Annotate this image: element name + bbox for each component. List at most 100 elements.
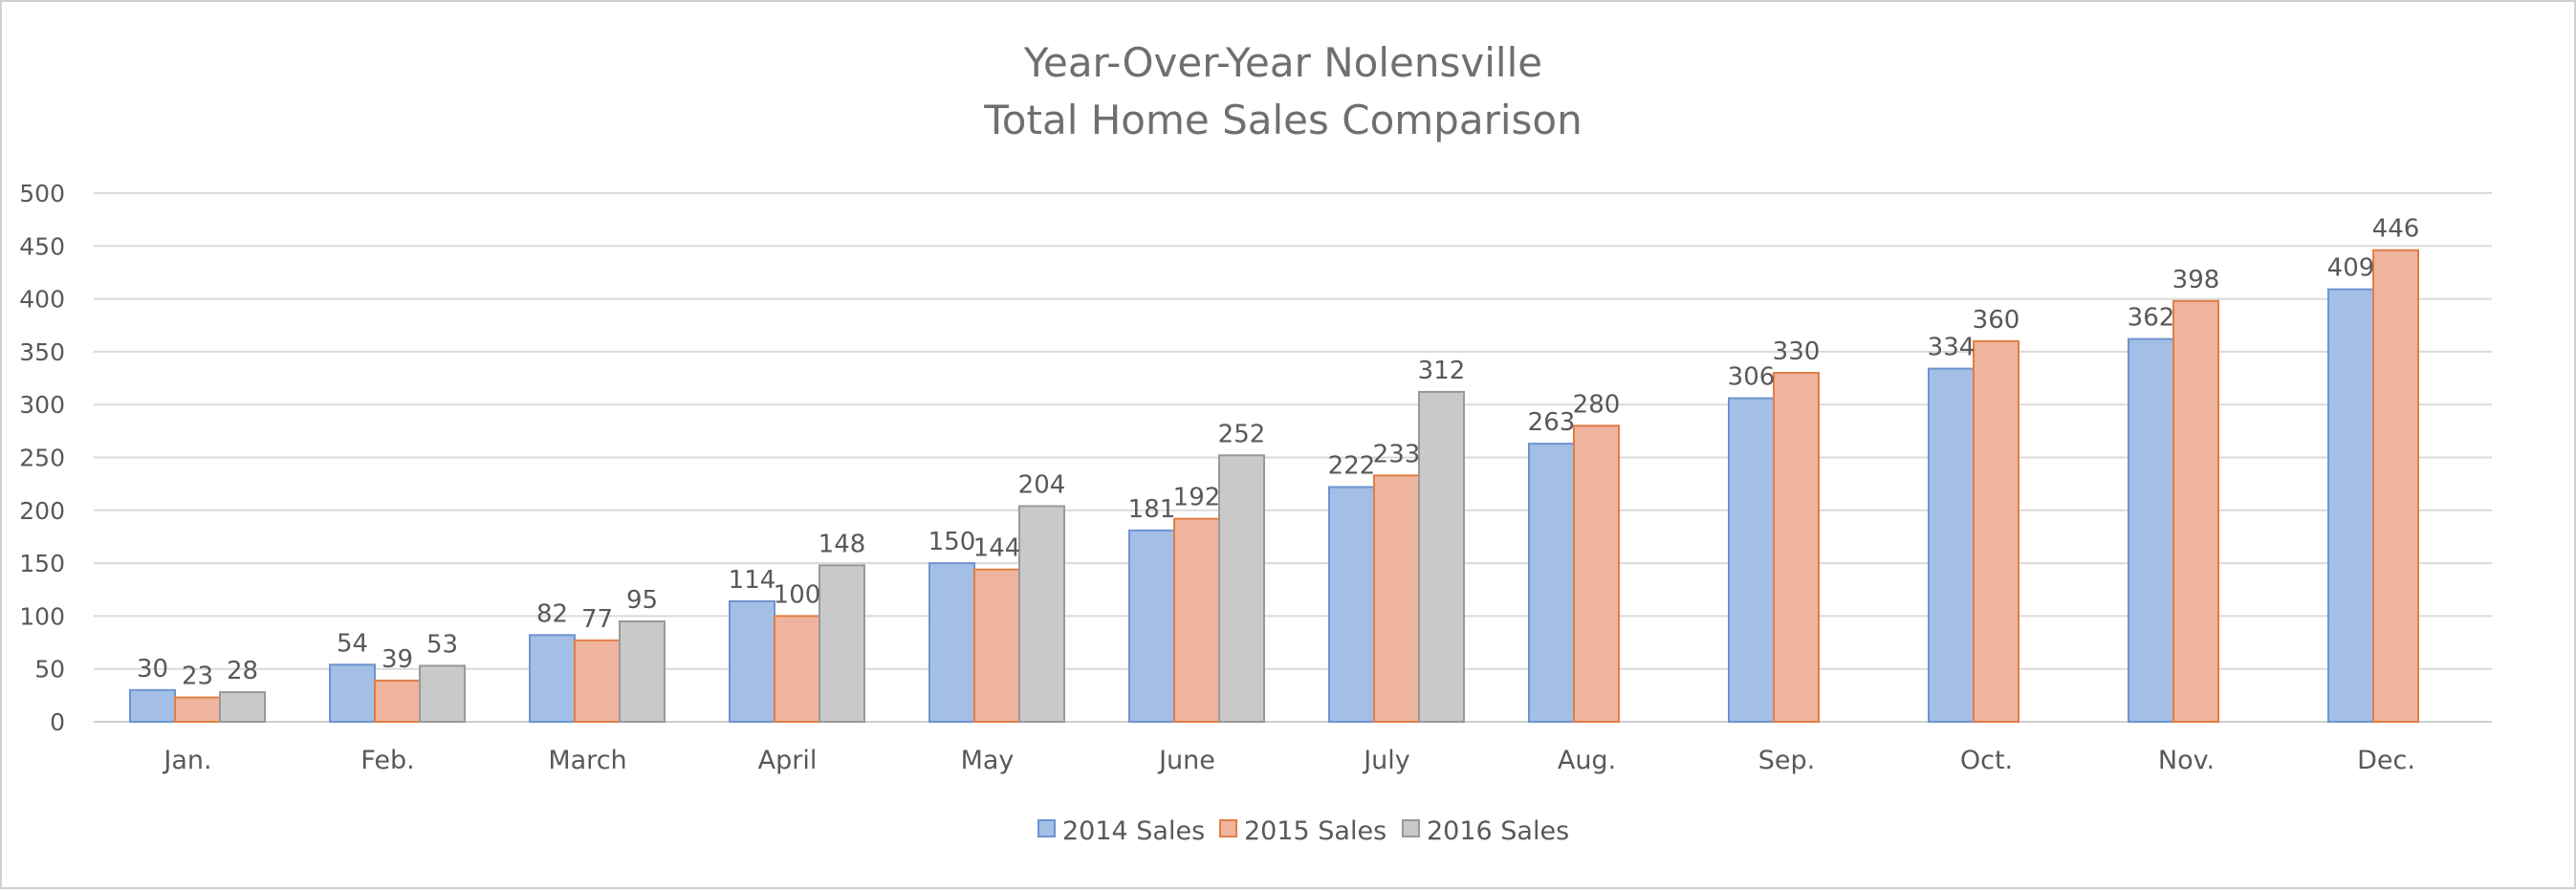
legend-swatch bbox=[1402, 819, 1420, 837]
bar-2014-sales bbox=[329, 663, 376, 723]
chart-title: Year-Over-Year Nolensville bbox=[1023, 39, 1542, 86]
data-label: 204 bbox=[1018, 470, 1066, 499]
bar-2014-sales bbox=[1728, 397, 1775, 723]
data-label: 192 bbox=[1173, 484, 1221, 512]
bar-2014-sales bbox=[1528, 443, 1575, 723]
bar-2016-sales bbox=[819, 564, 865, 724]
y-tick-label: 450 bbox=[19, 232, 65, 260]
bar-2015-sales bbox=[174, 696, 221, 724]
data-label: 263 bbox=[1528, 408, 1576, 437]
bar-2014-sales bbox=[1328, 486, 1375, 723]
x-category-label: Jan. bbox=[162, 746, 211, 775]
data-label: 306 bbox=[1728, 363, 1776, 392]
y-axis-ticks: 0 50 100 150 200 250 300 350 400 450 500 bbox=[19, 180, 65, 736]
data-label: 54 bbox=[337, 629, 368, 658]
bar-2015-sales bbox=[1373, 474, 1420, 723]
data-label: 181 bbox=[1128, 495, 1176, 524]
x-category-label: March bbox=[548, 746, 626, 775]
bar-2015-sales bbox=[774, 615, 820, 724]
x-category-label: Aug. bbox=[1558, 746, 1616, 775]
bar-2014-sales bbox=[729, 599, 775, 724]
data-label: 446 bbox=[2372, 215, 2420, 244]
bar-2014-sales bbox=[2128, 337, 2174, 723]
y-tick-label: 150 bbox=[19, 550, 65, 577]
x-category-label: June bbox=[1157, 746, 1215, 775]
bar-2014-sales bbox=[2327, 288, 2374, 723]
bar-2015-sales bbox=[1173, 517, 1220, 724]
data-label: 23 bbox=[182, 663, 213, 691]
data-label: 398 bbox=[2172, 266, 2220, 294]
data-label: 222 bbox=[1328, 451, 1376, 480]
bar-2016-sales bbox=[1218, 454, 1265, 723]
x-category-label: May bbox=[961, 746, 1015, 775]
data-label: 150 bbox=[928, 528, 976, 556]
data-label: 30 bbox=[137, 655, 168, 684]
y-tick-label: 400 bbox=[19, 286, 65, 314]
bar-2014-sales bbox=[928, 562, 975, 723]
data-label: 148 bbox=[819, 530, 866, 558]
data-label: 100 bbox=[774, 580, 821, 609]
y-tick-label: 500 bbox=[19, 180, 65, 207]
y-tick-label: 250 bbox=[19, 445, 65, 472]
data-label: 362 bbox=[2128, 304, 2175, 333]
x-category-label: Sep. bbox=[1758, 746, 1815, 775]
bar-2016-sales bbox=[419, 664, 466, 724]
data-label: 334 bbox=[1928, 334, 1976, 362]
bar-2016-sales bbox=[1418, 390, 1465, 723]
x-axis-categories: Jan. Feb. March April May June July Aug. Sep. Oct… bbox=[162, 746, 2415, 775]
x-category-label: Oct. bbox=[1960, 746, 2013, 775]
bar-2015-sales bbox=[574, 639, 621, 724]
data-label: 312 bbox=[1418, 357, 1466, 385]
legend-label: 2016 Sales bbox=[1427, 816, 1569, 846]
y-tick-label: 200 bbox=[19, 497, 65, 525]
data-label: 280 bbox=[1573, 390, 1621, 419]
data-label: 252 bbox=[1218, 420, 1266, 448]
y-tick-label: 100 bbox=[19, 602, 65, 630]
data-label: 360 bbox=[1973, 306, 2020, 335]
legend-item: 2014 Sales bbox=[1037, 816, 1205, 846]
bar-2015-sales bbox=[1973, 339, 2019, 723]
bar-2014-sales bbox=[1928, 367, 1975, 723]
bar-2016-sales bbox=[219, 691, 266, 723]
chart-subtitle: Total Home Sales Comparison bbox=[983, 97, 1582, 143]
bar-2014-sales bbox=[529, 634, 576, 723]
y-tick-label: 350 bbox=[19, 338, 65, 366]
data-label: 330 bbox=[1773, 337, 1821, 366]
bars bbox=[129, 249, 2419, 724]
x-category-label: Feb. bbox=[360, 746, 414, 775]
y-tick-label: 300 bbox=[19, 391, 65, 419]
legend-swatch bbox=[1219, 819, 1237, 837]
y-tick-label: 50 bbox=[34, 656, 65, 684]
gridlines bbox=[94, 192, 2492, 723]
bar-2014-sales bbox=[1128, 529, 1175, 724]
data-label: 144 bbox=[973, 534, 1021, 563]
data-label: 409 bbox=[2327, 254, 2375, 283]
legend-swatch bbox=[1037, 819, 1056, 837]
legend-item: 2015 Sales bbox=[1219, 816, 1386, 846]
data-label: 233 bbox=[1373, 440, 1421, 468]
data-label: 114 bbox=[729, 566, 776, 595]
bar-2015-sales bbox=[1773, 372, 1820, 723]
bar-2014-sales bbox=[129, 688, 176, 724]
data-label: 53 bbox=[426, 630, 458, 659]
x-category-label: Nov. bbox=[2158, 746, 2215, 775]
x-category-label: April bbox=[758, 746, 818, 775]
legend-item: 2016 Sales bbox=[1402, 816, 1569, 846]
legend: 2014 Sales 2015 Sales 2016 Sales bbox=[1037, 816, 1569, 846]
y-tick-label: 0 bbox=[50, 708, 65, 736]
data-label: 77 bbox=[581, 605, 613, 634]
data-label: 95 bbox=[626, 586, 658, 615]
data-label: 82 bbox=[536, 599, 568, 628]
legend-label: 2014 Sales bbox=[1062, 816, 1205, 846]
bar-2016-sales bbox=[619, 619, 666, 723]
data-label: 28 bbox=[227, 657, 258, 685]
bar-2015-sales bbox=[374, 679, 421, 724]
x-category-label: Dec. bbox=[2357, 746, 2415, 775]
legend-label: 2015 Sales bbox=[1244, 816, 1386, 846]
x-category-label: July bbox=[1362, 746, 1410, 775]
bar-2016-sales bbox=[1018, 505, 1065, 723]
bar-2015-sales bbox=[2172, 299, 2219, 723]
